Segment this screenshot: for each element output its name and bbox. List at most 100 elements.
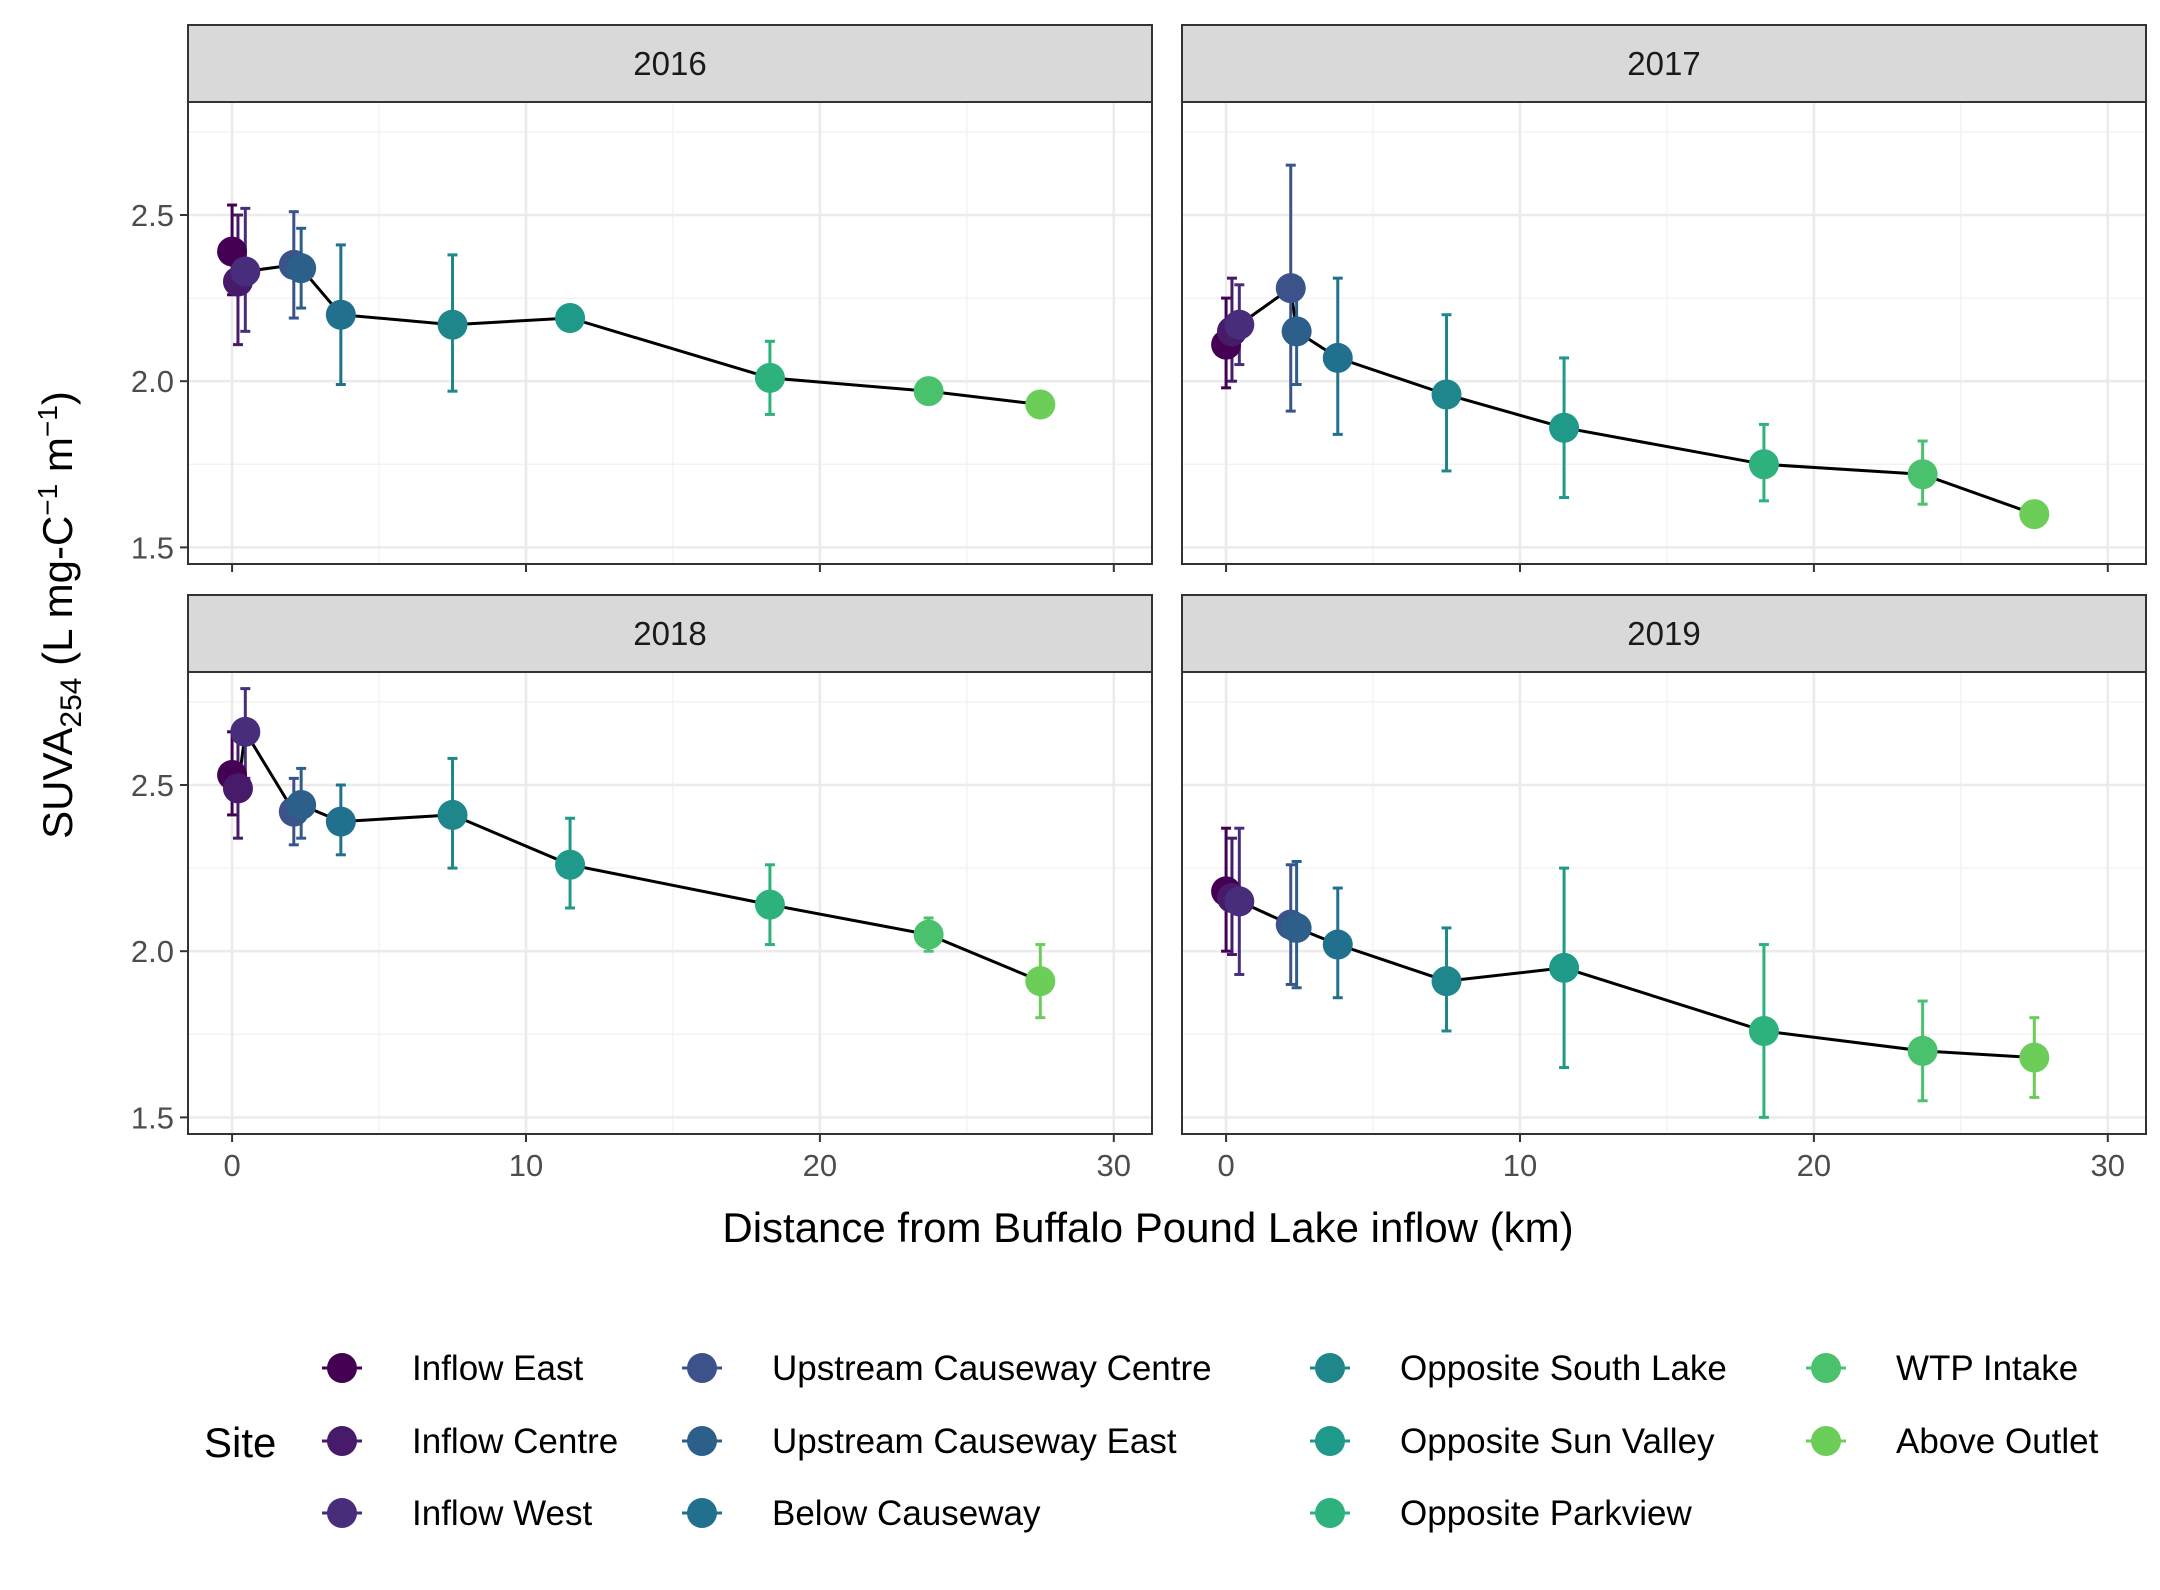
panel-border xyxy=(1181,101,2147,565)
panel-border xyxy=(187,671,1153,1135)
legend-key-point xyxy=(1811,1353,1841,1383)
data-point xyxy=(437,799,468,830)
legend-key-point xyxy=(1315,1426,1345,1456)
y-tick-label: 2.5 xyxy=(131,198,174,233)
data-point xyxy=(1748,449,1779,480)
y-tick-label: 1.5 xyxy=(131,530,174,565)
legend-label: Inflow West xyxy=(412,1494,593,1533)
panel-background xyxy=(188,672,1152,1134)
legend-entry: Above Outlet xyxy=(1806,1422,2099,1461)
facet-strip-label: 2017 xyxy=(1627,45,1700,82)
data-point xyxy=(1281,912,1312,943)
data-point xyxy=(1322,342,1353,373)
data-point xyxy=(913,919,944,950)
data-point xyxy=(1431,379,1462,410)
y-axis-title-superscript-a: −1 xyxy=(32,484,63,516)
data-point xyxy=(1549,412,1580,443)
legend-label: Opposite Parkview xyxy=(1400,1494,1693,1533)
legend-entry: Inflow West xyxy=(322,1494,593,1533)
data-point xyxy=(555,849,586,880)
data-point xyxy=(2019,1042,2050,1073)
data-point xyxy=(230,716,261,747)
data-point xyxy=(1275,273,1306,304)
data-point xyxy=(1549,952,1580,983)
legend-key-point xyxy=(327,1426,357,1456)
y-axis-title-subscript: 254 xyxy=(55,678,88,728)
panel-2018: 2018 1.5 2.0 2.5 0 10 20 30 xyxy=(131,594,1153,1183)
legend-label: Inflow East xyxy=(412,1349,583,1388)
data-point xyxy=(286,789,317,820)
panel-background xyxy=(188,102,1152,564)
x-tick-label: 0 xyxy=(223,1148,240,1183)
legend-entry: Below Causeway xyxy=(682,1494,1041,1533)
legend-key-point xyxy=(687,1353,717,1383)
data-point xyxy=(1025,389,1056,420)
legend-entry: Opposite South Lake xyxy=(1310,1349,1727,1388)
data-point xyxy=(555,303,586,334)
y-tick-label: 2.5 xyxy=(131,768,174,803)
data-point xyxy=(1224,886,1255,917)
panel-background xyxy=(1182,672,2146,1134)
y-axis-title-prefix: SUVA xyxy=(34,728,81,839)
data-point xyxy=(913,376,944,407)
data-point xyxy=(754,889,785,920)
legend-key-point xyxy=(1811,1426,1841,1456)
facet-strip xyxy=(1181,594,2147,673)
x-axis-title: Distance from Buffalo Pound Lake inflow … xyxy=(722,1204,1573,1251)
legend-label: Above Outlet xyxy=(1896,1422,2099,1461)
legend-label: Inflow Centre xyxy=(412,1422,618,1461)
panel-2019: 2019 0 10 20 30 xyxy=(1181,594,2147,1183)
legend-entry: Upstream Causeway East xyxy=(682,1422,1177,1461)
x-tick-label: 20 xyxy=(803,1148,837,1183)
legend-title: Site xyxy=(204,1419,276,1466)
data-point xyxy=(230,256,261,287)
x-tick-label: 10 xyxy=(1503,1148,1537,1183)
facet-strip xyxy=(1181,24,2147,103)
data-point xyxy=(286,253,317,284)
x-tick-label: 20 xyxy=(1797,1148,1831,1183)
legend-key-point xyxy=(687,1498,717,1528)
facet-strip xyxy=(187,24,1153,103)
panel-border xyxy=(1181,671,2147,1135)
data-point xyxy=(1281,316,1312,347)
data-point xyxy=(325,299,356,330)
legend-key-point xyxy=(1315,1498,1345,1528)
facet-strip-label: 2016 xyxy=(633,45,706,82)
legend-entry: Inflow Centre xyxy=(322,1422,618,1461)
data-point xyxy=(1322,929,1353,960)
facet-strip-label: 2019 xyxy=(1627,615,1700,652)
legend-label: Upstream Causeway Centre xyxy=(772,1349,1212,1388)
legend-entry: Opposite Parkview xyxy=(1310,1494,1693,1533)
legend-entry: Upstream Causeway Centre xyxy=(682,1349,1212,1388)
y-tick-label: 2.0 xyxy=(131,364,174,399)
legend-entry: Inflow East xyxy=(322,1349,583,1388)
y-tick-label: 1.5 xyxy=(131,1100,174,1135)
legend-label: Opposite South Lake xyxy=(1400,1349,1727,1388)
legend-entry: WTP Intake xyxy=(1806,1349,2078,1388)
data-point xyxy=(1431,966,1462,997)
y-axis-title-units-a: (L mg-C xyxy=(34,516,81,678)
y-tick-label: 2.0 xyxy=(131,934,174,969)
y-axis-title-superscript-b: −1 xyxy=(32,405,63,437)
x-tick-label: 30 xyxy=(2091,1148,2125,1183)
data-point xyxy=(1907,459,1938,490)
panel-border xyxy=(187,101,1153,565)
panel-2016: 2016 1.5 2.0 2.5 xyxy=(131,24,1153,572)
legend-key-point xyxy=(687,1426,717,1456)
data-point xyxy=(222,773,253,804)
data-point xyxy=(2019,499,2050,530)
y-axis-title-units-c: ) xyxy=(34,391,81,405)
x-tick-label: 30 xyxy=(1097,1148,1131,1183)
x-tick-label: 10 xyxy=(509,1148,543,1183)
data-point xyxy=(437,309,468,340)
data-point xyxy=(1025,966,1056,997)
facet-strip xyxy=(187,594,1153,673)
legend-label: Opposite Sun Valley xyxy=(1400,1422,1715,1461)
legend-key-point xyxy=(1315,1353,1345,1383)
legend-label: Upstream Causeway East xyxy=(772,1422,1177,1461)
data-point xyxy=(1224,309,1255,340)
legend-entry: Opposite Sun Valley xyxy=(1310,1422,1715,1461)
y-axis-title-units-b: m xyxy=(34,437,81,484)
